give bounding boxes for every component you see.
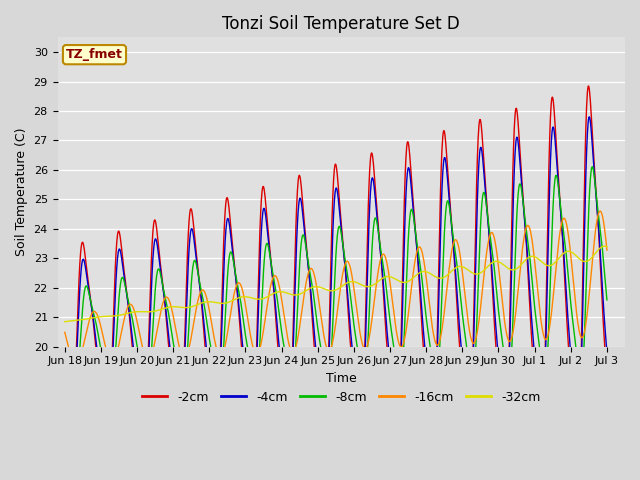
-4cm: [603, 349, 611, 355]
-2cm: [603, 375, 611, 381]
Line: -32cm: -32cm: [65, 246, 607, 322]
-8cm: [181, 380, 189, 386]
Text: TZ_fmet: TZ_fmet: [66, 48, 123, 61]
-8cm: [61, 350, 68, 356]
-2cm: [61, 389, 68, 395]
-4cm: [287, 406, 294, 412]
Line: -16cm: -16cm: [65, 211, 607, 364]
-16cm: [181, 355, 189, 361]
Y-axis label: Soil Temperature (C): Soil Temperature (C): [15, 128, 28, 256]
-32cm: [508, 267, 516, 273]
-2cm: [508, 202, 516, 208]
-2cm: [180, 344, 188, 350]
-32cm: [61, 319, 68, 324]
-16cm: [61, 329, 68, 335]
-2cm: [573, 461, 580, 467]
-32cm: [274, 289, 282, 295]
-16cm: [274, 278, 282, 284]
-4cm: [61, 375, 68, 381]
-16cm: [287, 348, 295, 354]
-8cm: [70, 388, 78, 394]
-2cm: [584, 83, 592, 89]
-4cm: [180, 360, 188, 366]
Legend: -2cm, -4cm, -8cm, -16cm, -32cm: -2cm, -4cm, -8cm, -16cm, -32cm: [137, 385, 545, 408]
-32cm: [603, 244, 611, 250]
-4cm: [508, 245, 516, 251]
-32cm: [419, 269, 427, 275]
Line: -4cm: -4cm: [65, 117, 607, 433]
X-axis label: Time: Time: [326, 372, 356, 385]
-32cm: [601, 243, 609, 249]
Title: Tonzi Soil Temperature Set D: Tonzi Soil Temperature Set D: [222, 15, 460, 33]
-4cm: [586, 114, 593, 120]
-16cm: [603, 247, 611, 253]
-32cm: [555, 255, 563, 261]
Line: -2cm: -2cm: [65, 86, 607, 464]
-8cm: [603, 297, 611, 303]
-32cm: [287, 291, 294, 297]
-2cm: [287, 409, 294, 415]
-4cm: [274, 326, 282, 332]
-2cm: [274, 339, 282, 345]
-32cm: [180, 305, 188, 311]
Line: -8cm: -8cm: [65, 167, 607, 391]
-4cm: [419, 321, 427, 326]
-16cm: [72, 361, 79, 367]
-8cm: [509, 331, 516, 336]
-8cm: [419, 287, 427, 293]
-16cm: [556, 236, 563, 241]
-16cm: [419, 254, 427, 260]
-8cm: [274, 300, 282, 306]
-4cm: [555, 186, 563, 192]
-4cm: [573, 431, 581, 436]
-2cm: [419, 337, 427, 343]
-8cm: [287, 384, 295, 390]
-16cm: [596, 208, 604, 214]
-8cm: [588, 164, 596, 170]
-16cm: [509, 332, 516, 338]
-2cm: [555, 179, 563, 185]
-8cm: [556, 191, 563, 196]
